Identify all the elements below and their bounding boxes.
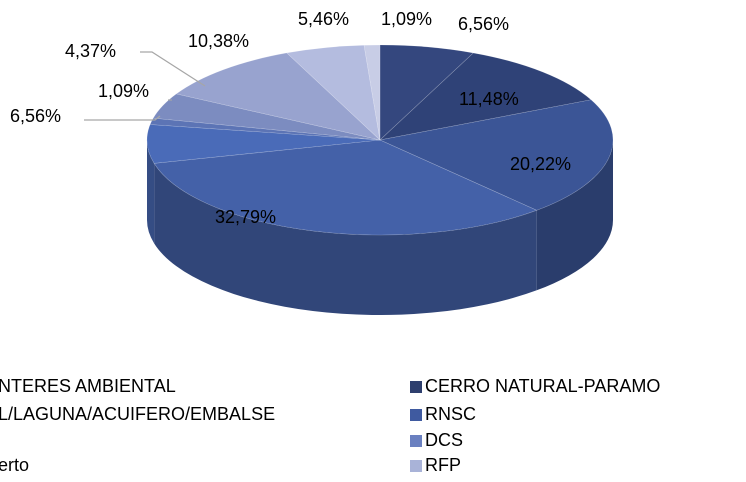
data-label: 5,46% — [298, 9, 349, 29]
data-label: 1,09% — [381, 9, 432, 29]
data-label: 1,09% — [98, 81, 149, 101]
legend-swatch — [410, 460, 422, 472]
legend-label: DCS — [425, 430, 463, 450]
slice — [149, 117, 381, 141]
slice — [153, 139, 538, 236]
legend-swatch — [410, 409, 422, 421]
data-label: 6,56% — [458, 14, 509, 34]
data-label: 20,22% — [510, 154, 571, 174]
data-label: 11,48% — [459, 89, 519, 109]
slice — [152, 93, 381, 141]
slice — [379, 99, 614, 211]
legend-label: CERRO NATURAL-PARAMO — [425, 376, 660, 396]
legend-swatch — [410, 381, 422, 393]
slice — [286, 44, 381, 141]
slice-side — [536, 140, 613, 291]
legend-label: RNSC — [425, 404, 476, 424]
data-label: 6,56% — [10, 106, 61, 126]
legend-label: NTERES AMBIENTAL — [0, 376, 176, 396]
legend-label: RFP — [425, 455, 461, 475]
slice — [175, 52, 382, 141]
slice-side — [147, 140, 155, 244]
slice-side — [154, 163, 537, 316]
legend-swatch — [410, 435, 422, 447]
leader-line — [140, 51, 206, 87]
slice — [379, 44, 474, 141]
data-label: 10,38% — [188, 31, 249, 51]
slice — [146, 124, 381, 164]
slice — [379, 52, 592, 141]
data-label: 32,79% — [215, 207, 276, 227]
slice — [363, 44, 381, 141]
data-label: 4,37% — [65, 41, 116, 61]
leader-line — [84, 115, 161, 121]
legend-label: erto — [0, 455, 29, 475]
legend-label: L/LAGUNA/ACUIFERO/EMBALSE — [0, 404, 275, 424]
